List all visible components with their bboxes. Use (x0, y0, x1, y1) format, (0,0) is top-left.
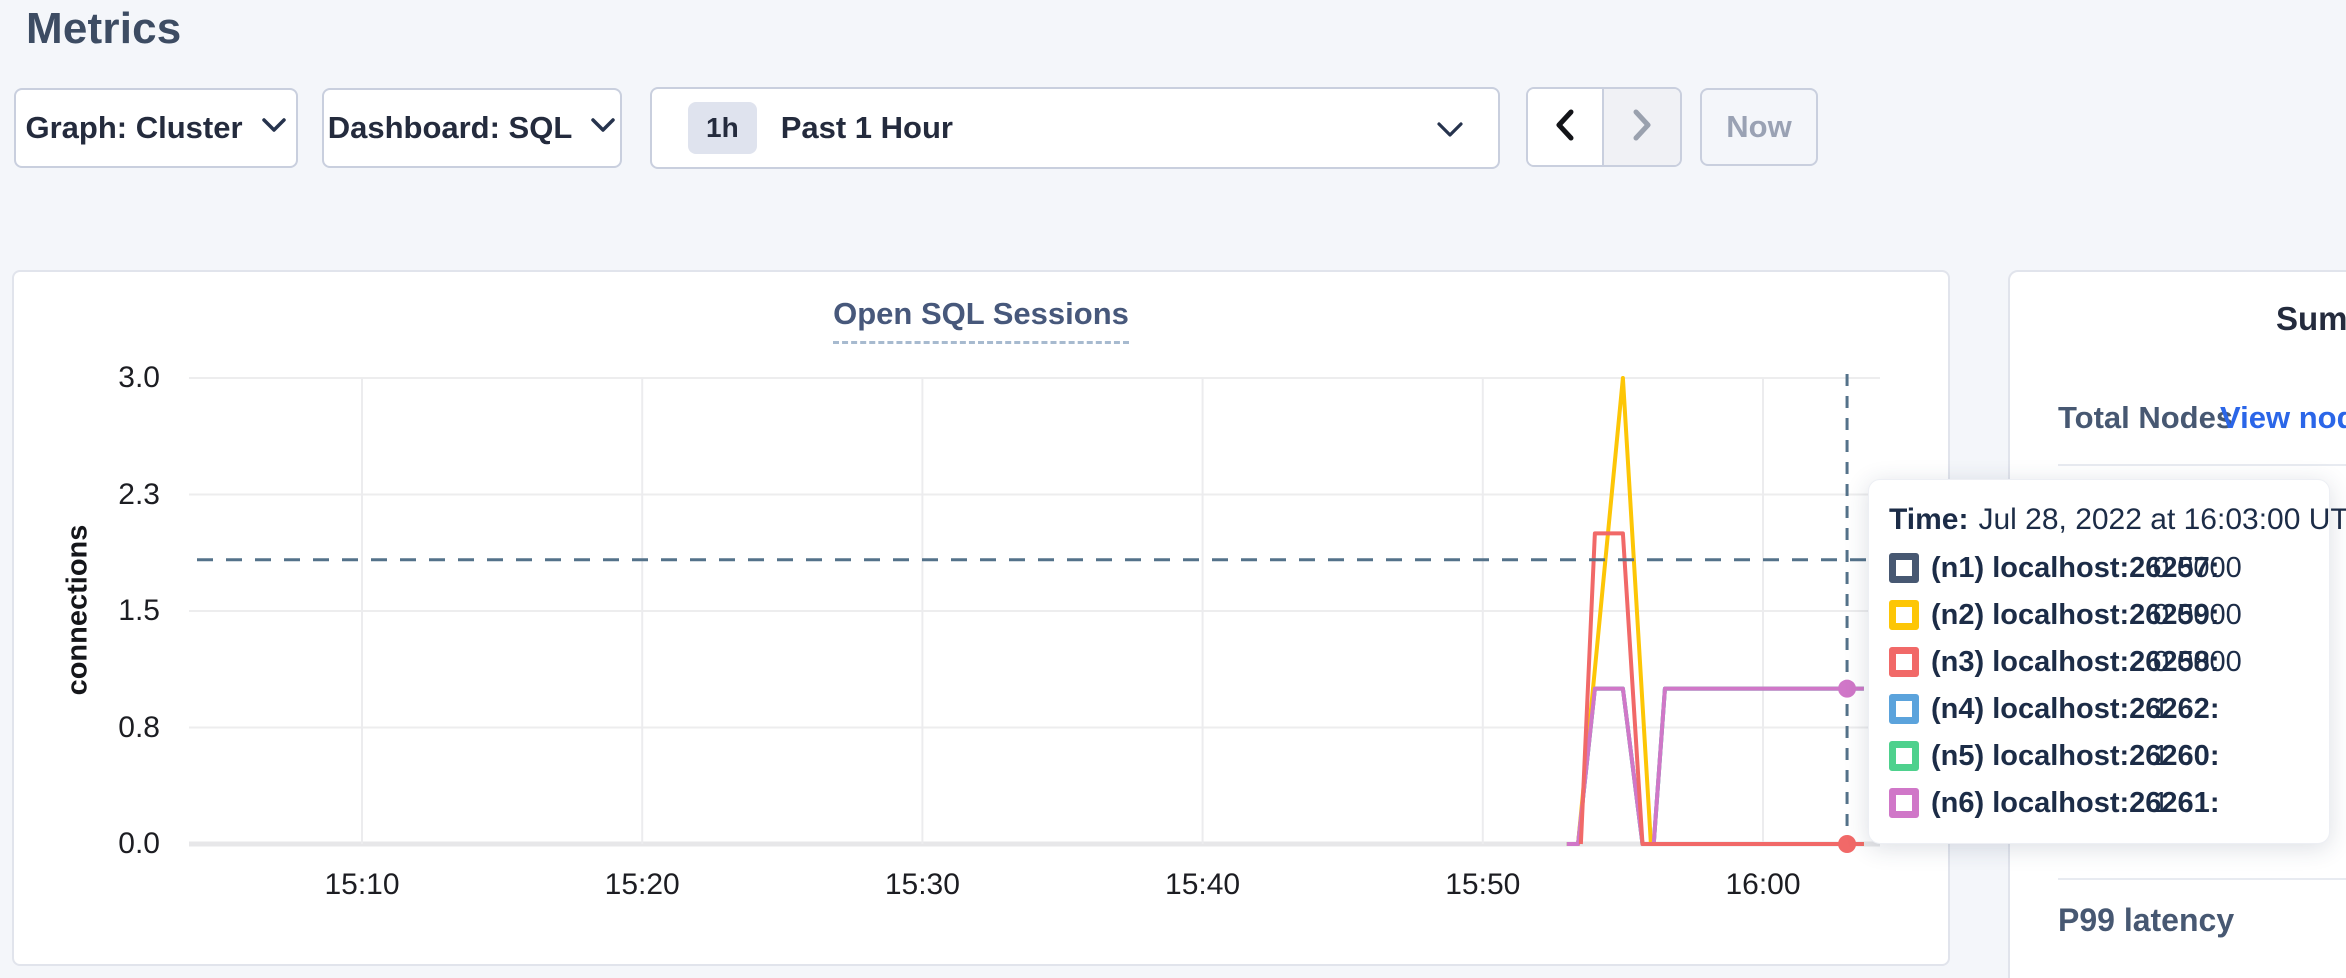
y-tick-label: 0.8 (118, 710, 160, 744)
x-tick-label: 15:30 (884, 868, 960, 901)
time-range-badge: 1h (688, 102, 757, 154)
x-tick-label: 15:20 (604, 868, 680, 901)
page-title: Metrics (26, 4, 182, 53)
x-tick-label: 15:50 (1445, 868, 1521, 901)
dashboard-dropdown[interactable]: Dashboard: SQL (322, 88, 622, 168)
tooltip-time-row: Time: Jul 28, 2022 at 16:03:00 UTC (1889, 503, 2346, 537)
tooltip-time-value: Jul 28, 2022 at 16:03:00 UTC (1978, 503, 2346, 536)
series-line-n5 (1566, 686, 1864, 846)
y-tick-label: 1.5 (118, 594, 160, 627)
tooltip-series-row: (n1) localhost:26257: 0.0000 (1889, 551, 2309, 585)
tooltip-series-value: 1 (2153, 786, 2170, 819)
tooltip-series-label: (n5) localhost:26260: (1931, 739, 2220, 772)
legend-swatch-icon (1889, 741, 1919, 771)
series-line-n3 (1578, 531, 1864, 846)
tooltip-series-row: (n6) localhost:26261: 1 (1889, 786, 2309, 820)
series-endpoint-dot-n3 (1838, 835, 1857, 853)
chart-hover-tooltip: Time: Jul 28, 2022 at 16:03:00 UTC (n1) l… (1868, 479, 2346, 844)
x-axis-ticks: 15:10 15:20 15:30 15:40 15:50 16:00 (177, 868, 1880, 908)
chevron-right-icon (1630, 107, 1654, 148)
tooltip-series-value: 1 (2153, 692, 2170, 725)
divider (2058, 464, 2346, 466)
line-chart-plot[interactable] (177, 352, 1880, 872)
legend-swatch-icon (1889, 600, 1919, 630)
tooltip-series-row: (n3) localhost:26258: 0.0000 (1889, 645, 2309, 679)
dashboard-dropdown-label: Dashboard: SQL (327, 110, 573, 145)
x-tick-label: 15:40 (1165, 868, 1241, 901)
legend-swatch-icon (1889, 553, 1919, 583)
time-range-selector[interactable]: 1h Past 1 Hour (650, 87, 1500, 169)
chart-title-row: Open SQL Sessions (14, 296, 1948, 344)
chevron-down-icon (261, 117, 287, 139)
tooltip-series-value: 0.0000 (2153, 645, 2242, 678)
tooltip-series-value: 1 (2153, 739, 2170, 772)
y-tick-label: 2.3 (118, 477, 160, 511)
y-axis-ticks: 3.0 2.3 1.5 0.8 0.0 (56, 272, 160, 964)
p99-latency-label: P99 latency (2058, 902, 2235, 938)
tooltip-series-row: (n4) localhost:26262: 1 (1889, 692, 2309, 726)
tooltip-series-label: (n6) localhost:26261: (1931, 786, 2220, 819)
legend-swatch-icon (1889, 788, 1919, 818)
tooltip-series-value: 0.0000 (2153, 598, 2242, 631)
series-line-n6 (1566, 686, 1864, 846)
tooltip-series-label: (n1) localhost:26257: (1931, 551, 2220, 584)
tooltip-series-row: (n5) localhost:26260: 1 (1889, 739, 2309, 773)
time-range-label: Past 1 Hour (780, 110, 953, 145)
tooltip-series-value: 0.0000 (2153, 551, 2242, 584)
graph-dropdown-label: Graph: Cluster (25, 110, 243, 145)
summary-title: Summary (2276, 300, 2346, 337)
graph-dropdown[interactable]: Graph: Cluster (14, 88, 298, 168)
tooltip-series-label: (n2) localhost:26259: (1931, 598, 2220, 631)
chevron-down-icon (1436, 121, 1464, 144)
chevron-left-icon (1553, 107, 1577, 148)
open-sql-sessions-chart-card: Open SQL Sessions connections 15:10 15:20… (12, 270, 1950, 966)
tooltip-time-label: Time: (1889, 503, 1969, 536)
time-step-buttons (1526, 87, 1682, 167)
tooltip-series-label: (n3) localhost:26258: (1931, 645, 2220, 678)
previous-time-button[interactable] (1528, 89, 1604, 165)
tooltip-series-row: (n2) localhost:26259: 0.0000 (1889, 598, 2309, 632)
chevron-down-icon (590, 117, 616, 139)
total-nodes-label: Total Nodes (2058, 400, 2234, 435)
x-tick-label: 16:00 (1725, 868, 1801, 901)
tooltip-series-label: (n4) localhost:26262: (1931, 692, 2220, 725)
legend-swatch-icon (1889, 694, 1919, 724)
divider (2058, 878, 2346, 880)
next-time-button[interactable] (1604, 89, 1680, 165)
series-endpoint-dot-n6 (1838, 679, 1857, 698)
legend-swatch-icon (1889, 647, 1919, 677)
x-tick-label: 15:10 (324, 868, 400, 901)
y-tick-label: 3.0 (118, 361, 160, 394)
view-nodes-link[interactable]: View nodes (2220, 400, 2346, 435)
series-line-n4 (1566, 686, 1864, 846)
y-tick-label: 0.0 (118, 827, 160, 860)
now-button[interactable]: Now (1700, 88, 1818, 166)
chart-title[interactable]: Open SQL Sessions (833, 296, 1129, 344)
